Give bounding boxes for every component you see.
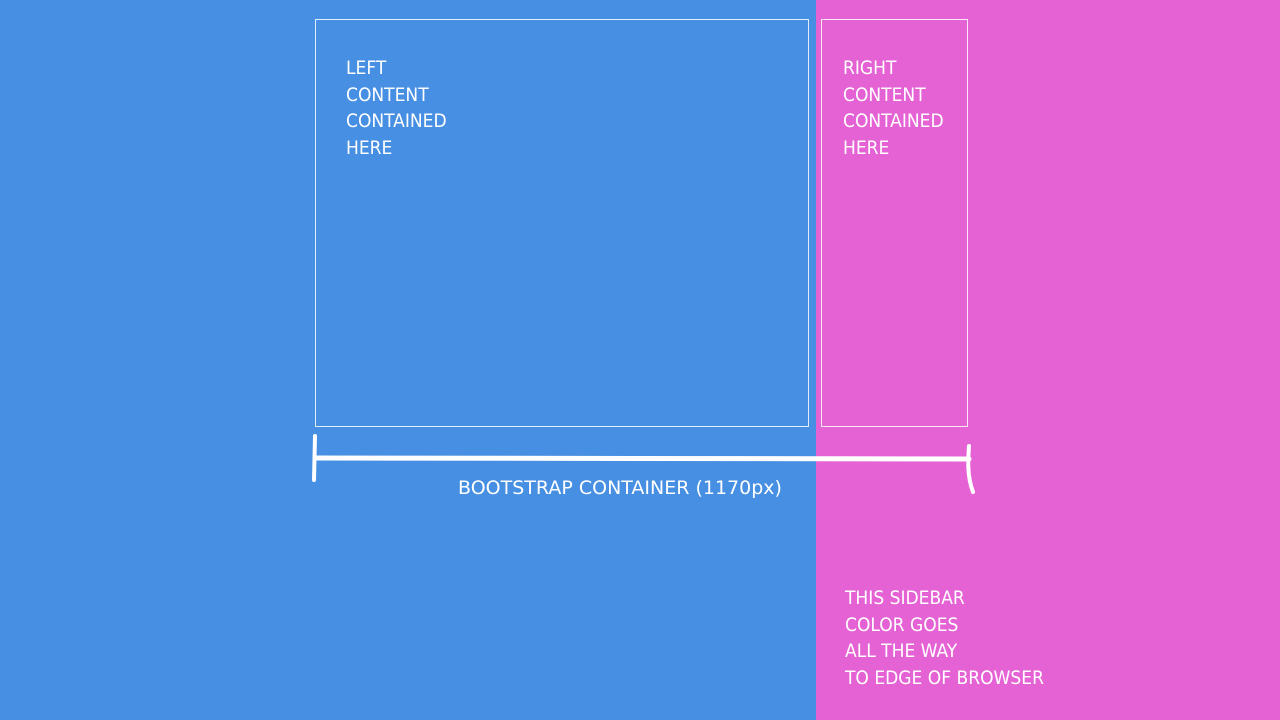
bracket-right-tick: [966, 444, 975, 494]
left-label-line: CONTAINED: [346, 110, 447, 132]
right-content-box: [821, 19, 968, 427]
left-label-line: HERE: [346, 136, 393, 159]
bracket-horizontal-line: [312, 455, 972, 462]
sidebar-note-line: COLOR GOES: [845, 613, 959, 636]
right-label-line: RIGHT: [843, 57, 897, 79]
left-content-label: LEFT CONTENT CONTAINED HERE: [346, 55, 486, 161]
right-label-line: CONTAINED: [843, 110, 944, 132]
right-content-label: RIGHT CONTENT CONTAINED HERE: [843, 55, 963, 161]
left-content-box: [315, 19, 809, 427]
sidebar-note-line: TO EDGE OF BROWSER: [845, 666, 1044, 689]
sidebar-background-pink: [816, 0, 1280, 720]
sidebar-note: THIS SIDEBAR COLOR GOES ALL THE WAY TO E…: [845, 585, 1105, 691]
left-label-line: LEFT: [346, 57, 387, 79]
left-label-line: CONTENT: [346, 83, 429, 106]
sidebar-note-line: ALL THE WAY: [845, 640, 958, 662]
container-caption: BOOTSTRAP CONTAINER (1170px): [458, 477, 782, 499]
right-label-line: HERE: [843, 136, 890, 159]
container-width-bracket: [312, 434, 975, 494]
right-label-line: CONTENT: [843, 83, 926, 106]
main-background-blue: [0, 0, 816, 720]
sidebar-note-line: THIS SIDEBAR: [845, 587, 965, 609]
